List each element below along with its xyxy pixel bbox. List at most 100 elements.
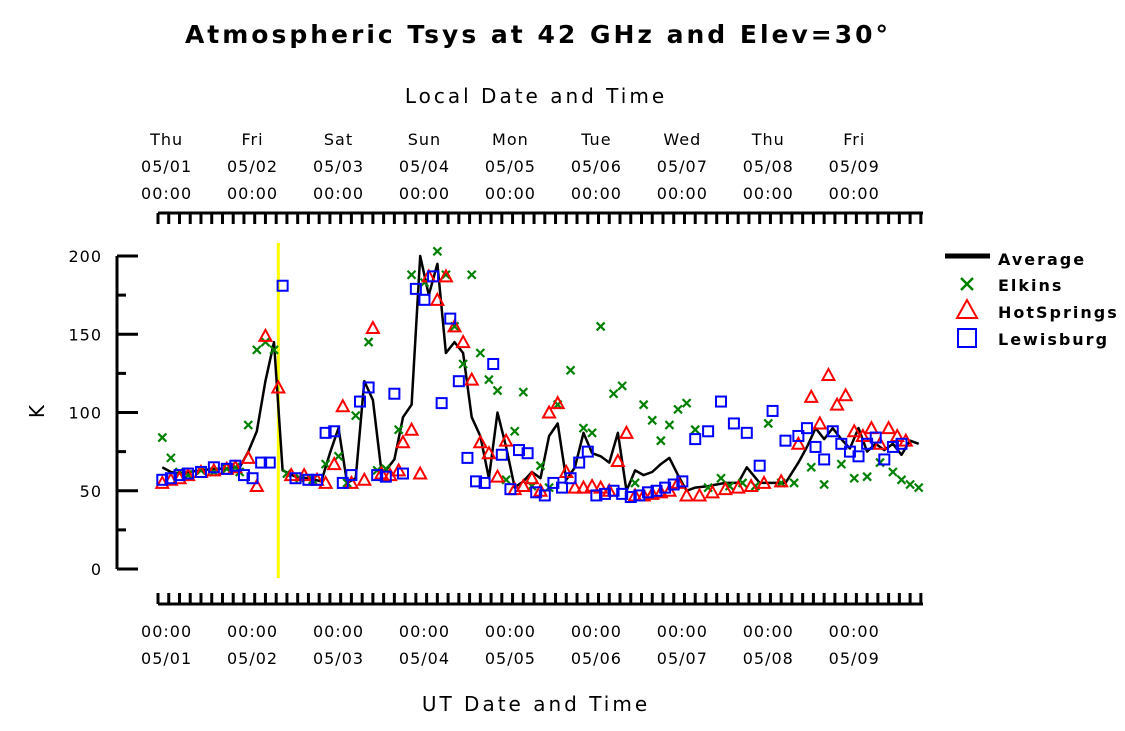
point-lewisburg (478, 476, 491, 489)
legend-lewisburg-label: Lewisburg (998, 330, 1109, 349)
point-lewisburg (667, 478, 680, 491)
point-elkins (819, 479, 829, 490)
point-elkins (913, 482, 924, 493)
point-elkins (716, 473, 726, 484)
top-tick-time: 00:00 (313, 184, 364, 203)
top-tick-day: Sun (408, 130, 441, 149)
point-lewisburg (207, 461, 220, 474)
point-x-stroke (617, 381, 627, 391)
y-tick-label: 200 (68, 247, 102, 266)
point-lewisburg (779, 434, 792, 447)
top-tick-time: 00:00 (743, 184, 794, 203)
point-x-stroke (466, 270, 477, 280)
top-tick-day: Mon (492, 130, 529, 149)
top-tick-date: 05/05 (485, 157, 536, 176)
point-lewisburg (156, 473, 169, 486)
point-x-stroke (690, 424, 700, 435)
bottom-tick-time: 00:00 (743, 622, 794, 641)
point-lewisburg (246, 472, 259, 485)
point-x-stroke (647, 415, 658, 426)
point-lewisburg (676, 475, 689, 488)
point-hotsprings (644, 485, 660, 500)
top-tick-day: Fri (843, 130, 865, 149)
point-hotsprings (498, 432, 514, 447)
point-hotsprings (356, 471, 372, 486)
bottom-tick-time: 00:00 (399, 622, 450, 641)
point-hotsprings (541, 404, 557, 419)
top-tick-date: 05/01 (141, 157, 192, 176)
legend-average-label: Average (998, 250, 1086, 269)
top-tick-day: Sat (324, 130, 353, 149)
point-hotsprings (730, 479, 746, 494)
point-lewisburg (164, 472, 177, 485)
bottom-tick-time: 00:00 (571, 622, 622, 641)
top-tick-date: 05/03 (313, 157, 364, 176)
point-lewisburg (727, 417, 740, 430)
point-elkins (475, 348, 486, 358)
point-elkins (806, 462, 817, 473)
point-elkins (656, 435, 666, 446)
point-x-stroke (333, 451, 344, 462)
point-elkins (578, 423, 589, 433)
point-elkins (157, 432, 168, 443)
point-elkins (836, 459, 847, 469)
bottom-tick-labels: 00:00 05/01 00:00 05/02 00:00 05/03 00:00 05/04… (141, 622, 879, 668)
point-elkins (458, 359, 468, 369)
point-elkins (350, 410, 361, 421)
point-lewisburg (276, 279, 289, 292)
legend-item-elkins: Elkins (960, 276, 1061, 295)
point-lewisburg (388, 387, 401, 400)
point-hotsprings (743, 477, 759, 493)
point-lewisburg (766, 404, 779, 417)
point-hotsprings (812, 415, 828, 430)
point-lewisburg (379, 470, 392, 483)
point-x-stroke (836, 459, 847, 469)
point-x-stroke (492, 385, 503, 396)
point-elkins (535, 460, 546, 471)
point-lewisburg (182, 467, 195, 480)
point-hotsprings (691, 487, 708, 502)
point-lewisburg (319, 426, 332, 439)
point-elkins (260, 337, 271, 347)
point-x-stroke (157, 432, 168, 443)
point-hotsprings (438, 268, 454, 283)
point-lewisburg (869, 431, 882, 444)
bottom-tick-time: 00:00 (227, 622, 278, 641)
point-hotsprings (756, 474, 772, 489)
point-elkins (763, 418, 774, 429)
point-lewisburg (311, 473, 324, 486)
point-x-stroke (896, 475, 907, 485)
point-lewisburg (530, 486, 543, 499)
point-hotsprings (481, 445, 497, 460)
point-hotsprings (412, 465, 428, 480)
point-x-stroke (475, 348, 486, 358)
point-lewisburg (289, 472, 302, 485)
bottom-tick-time: 00:00 (313, 622, 364, 641)
point-x-stroke (703, 482, 713, 493)
point-x-stroke (458, 359, 468, 369)
point-lewisburg (336, 476, 349, 489)
point-lewisburg (852, 450, 865, 463)
point-x-stroke (320, 459, 331, 469)
point-lewisburg (255, 456, 268, 469)
point-hotsprings (837, 387, 854, 402)
top-tick-date: 05/02 (227, 157, 278, 176)
point-lewisburg (835, 437, 848, 450)
point-x-stroke (252, 345, 262, 355)
point-lewisburg (220, 462, 233, 475)
point-x-stroke (484, 374, 494, 385)
point-elkins (673, 404, 683, 415)
point-hotsprings (429, 291, 446, 306)
point-elkins (320, 459, 331, 469)
point-hotsprings (249, 477, 265, 493)
y-tick-label: 100 (68, 404, 102, 423)
legend-lewisburg-square-icon (957, 328, 977, 348)
point-elkins (595, 321, 606, 332)
bottom-tick-date: 05/08 (743, 649, 794, 668)
point-x-stroke (638, 399, 649, 410)
point-lewisburg (826, 425, 839, 438)
top-tick-time: 00:00 (485, 184, 536, 203)
point-elkins (608, 388, 619, 399)
point-elkins (492, 385, 503, 396)
